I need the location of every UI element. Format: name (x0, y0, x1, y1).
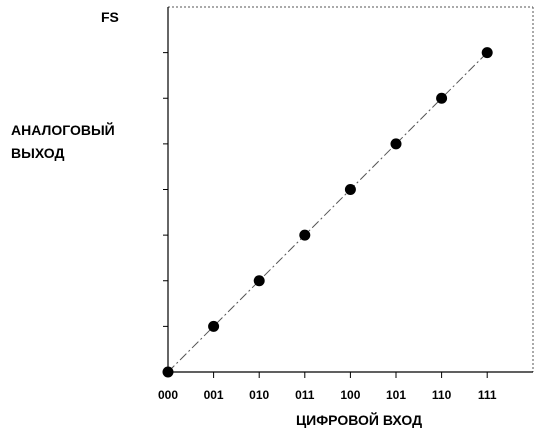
data-point-100 (344, 184, 356, 195)
data-point-001 (208, 320, 220, 332)
x-tick-label: 001 (204, 388, 224, 402)
x-tick-labels: 000 001 010 011 100 101 110 111 (158, 388, 497, 402)
x-tick-label: 100 (340, 388, 360, 402)
y-axis-ticks (163, 52, 168, 327)
y-axis-label-line-1: АНАЛОГОВЫЙ (11, 121, 115, 138)
x-tick-label: 110 (432, 388, 452, 402)
data-point-101 (390, 138, 402, 150)
y-top-label: FS (101, 9, 119, 25)
data-point-111 (481, 47, 493, 59)
data-points (162, 47, 493, 378)
x-tick-label: 011 (295, 388, 315, 402)
ideal-transfer-line (167, 52, 488, 373)
x-tick-label: 111 (478, 388, 497, 402)
x-tick-label: 010 (249, 388, 269, 402)
x-tick-label: 101 (386, 388, 406, 402)
x-tick-label: 000 (158, 388, 178, 402)
data-point-000 (162, 366, 174, 378)
data-point-011 (299, 229, 311, 241)
data-point-110 (436, 92, 448, 104)
data-point-010 (253, 275, 265, 287)
x-axis-ticks (213, 372, 488, 378)
x-axis-label: ЦИФРОВОЙ ВХОД (296, 411, 422, 428)
y-axis-label-line-2: ВЫХОД (11, 145, 64, 161)
